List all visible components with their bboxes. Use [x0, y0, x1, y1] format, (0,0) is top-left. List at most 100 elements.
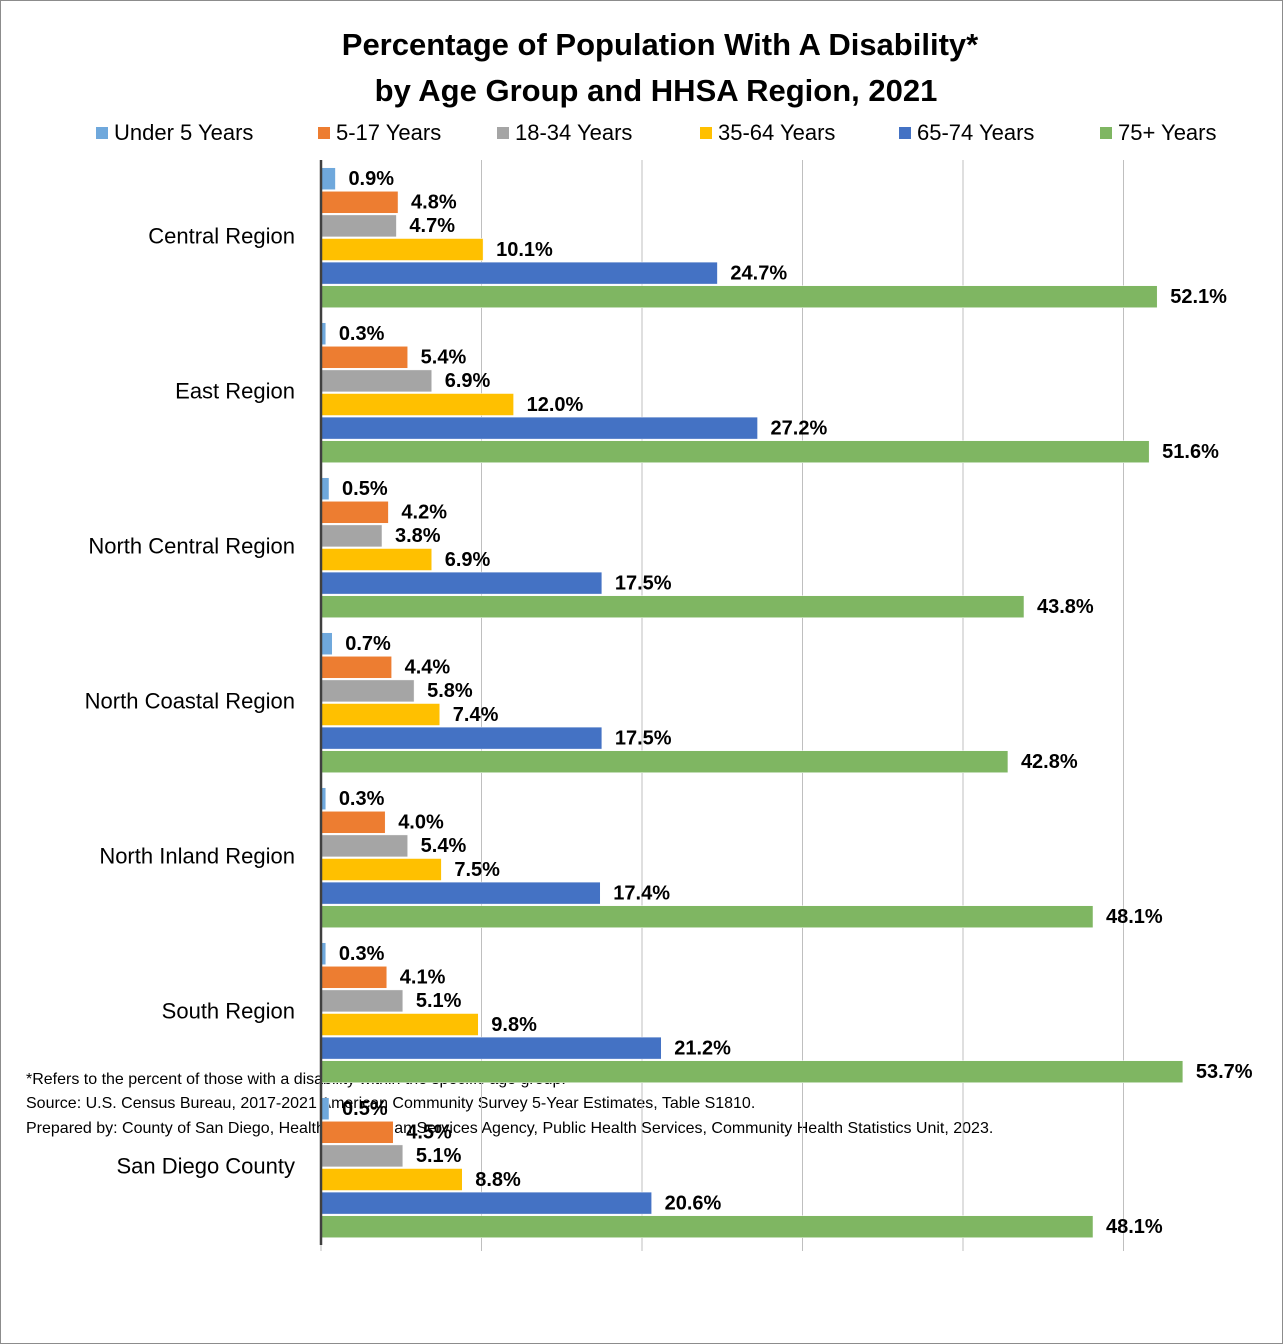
value-label: 52.1% — [1170, 286, 1227, 308]
value-label: 6.9% — [445, 370, 491, 392]
value-label: 5.4% — [421, 835, 467, 857]
bar — [320, 214, 397, 238]
chart-title: by Age Group and HHSA Region, 2021 — [375, 73, 938, 108]
value-label: 7.5% — [454, 859, 500, 881]
value-label: 24.7% — [730, 262, 787, 284]
value-label: 42.8% — [1021, 751, 1078, 773]
legend-label: 35-64 Years — [718, 120, 835, 145]
value-label: 48.1% — [1106, 1216, 1163, 1238]
category-label: East Region — [175, 378, 295, 403]
value-label: 7.4% — [453, 704, 499, 726]
legend-label: 18-34 Years — [515, 120, 632, 145]
value-label: 0.3% — [339, 788, 385, 810]
value-label: 6.9% — [445, 549, 491, 571]
bar — [320, 1036, 662, 1060]
prepared-note: Prepared by: County of San Diego, Health… — [26, 1120, 993, 1137]
legend-label: 75+ Years — [1118, 120, 1216, 145]
source-note: Source: U.S. Census Bureau, 2017-2021 Am… — [26, 1095, 755, 1112]
value-label: 8.8% — [475, 1169, 521, 1191]
bar — [320, 905, 1094, 928]
legend-label: 5-17 Years — [336, 120, 441, 145]
value-label: 10.1% — [496, 239, 553, 261]
bar — [320, 750, 1009, 773]
category-label: South Region — [162, 998, 295, 1023]
legend-swatch — [700, 127, 712, 139]
bar — [320, 501, 389, 524]
value-label: 0.3% — [339, 943, 385, 965]
legend-swatch — [96, 127, 108, 139]
legend-swatch — [318, 127, 330, 139]
bar — [320, 989, 404, 1013]
category-label: San Diego County — [116, 1153, 295, 1178]
bar — [320, 261, 718, 285]
value-label: 4.5% — [406, 1122, 452, 1144]
value-label: 4.1% — [400, 967, 446, 989]
bar — [320, 524, 383, 548]
bar — [320, 393, 514, 416]
bar — [320, 571, 603, 595]
legend-swatch — [497, 127, 509, 139]
bar — [320, 167, 336, 190]
value-label: 17.4% — [613, 882, 670, 904]
bar — [320, 548, 432, 571]
bar — [320, 726, 603, 750]
value-label: 4.2% — [401, 502, 447, 524]
value-label: 21.2% — [674, 1037, 731, 1059]
value-label: 5.4% — [421, 347, 467, 369]
bar — [320, 369, 432, 393]
bar — [320, 811, 386, 834]
bar — [320, 346, 408, 369]
bar — [320, 191, 399, 214]
value-label: 53.7% — [1196, 1061, 1253, 1083]
legend: Under 5 Years 5-17 Years 18-34 Years 35-64 … — [96, 120, 1216, 145]
chart-title: Percentage of Population With A Disabili… — [342, 27, 979, 62]
value-label: 5.1% — [416, 990, 462, 1012]
bar — [320, 966, 388, 989]
value-label: 20.6% — [665, 1192, 722, 1214]
value-label: 17.5% — [615, 572, 672, 594]
bar — [320, 1060, 1184, 1083]
legend-label: 65-74 Years — [917, 120, 1034, 145]
value-label: 5.1% — [416, 1145, 462, 1167]
legend-label: Under 5 Years — [114, 120, 253, 145]
value-label: 9.8% — [491, 1014, 537, 1036]
value-label: 43.8% — [1037, 596, 1094, 618]
bar — [320, 632, 333, 655]
value-label: 3.8% — [395, 525, 441, 547]
bar — [320, 285, 1158, 308]
bar — [320, 440, 1150, 463]
bar — [320, 1144, 404, 1168]
category-label: North Central Region — [88, 533, 295, 558]
value-label: 12.0% — [527, 394, 584, 416]
bar — [320, 834, 408, 858]
legend-swatch — [1100, 127, 1112, 139]
value-label: 4.0% — [398, 812, 444, 834]
value-label: 0.7% — [345, 633, 391, 655]
value-label: 17.5% — [615, 727, 672, 749]
bar — [320, 1168, 463, 1191]
bar — [320, 1191, 652, 1215]
value-label: 51.6% — [1162, 441, 1219, 463]
bar — [320, 679, 415, 703]
value-label: 0.9% — [348, 168, 394, 190]
category-label: North Coastal Region — [85, 688, 295, 713]
category-label: North Inland Region — [99, 843, 295, 868]
value-label: 0.5% — [342, 478, 388, 500]
value-label: 5.8% — [427, 680, 473, 702]
bar — [320, 1215, 1094, 1238]
bar — [320, 595, 1025, 618]
bar — [320, 656, 392, 679]
value-label: 0.3% — [339, 323, 385, 345]
bar — [320, 1121, 394, 1144]
value-label: 4.4% — [405, 657, 451, 679]
value-label: 0.5% — [342, 1098, 388, 1120]
bar — [320, 881, 601, 905]
value-label: 48.1% — [1106, 906, 1163, 928]
legend-swatch — [899, 127, 911, 139]
bar — [320, 238, 484, 261]
bar — [320, 1013, 479, 1036]
category-label: Central Region — [148, 223, 295, 248]
bar — [320, 703, 441, 726]
value-label: 27.2% — [771, 417, 828, 439]
